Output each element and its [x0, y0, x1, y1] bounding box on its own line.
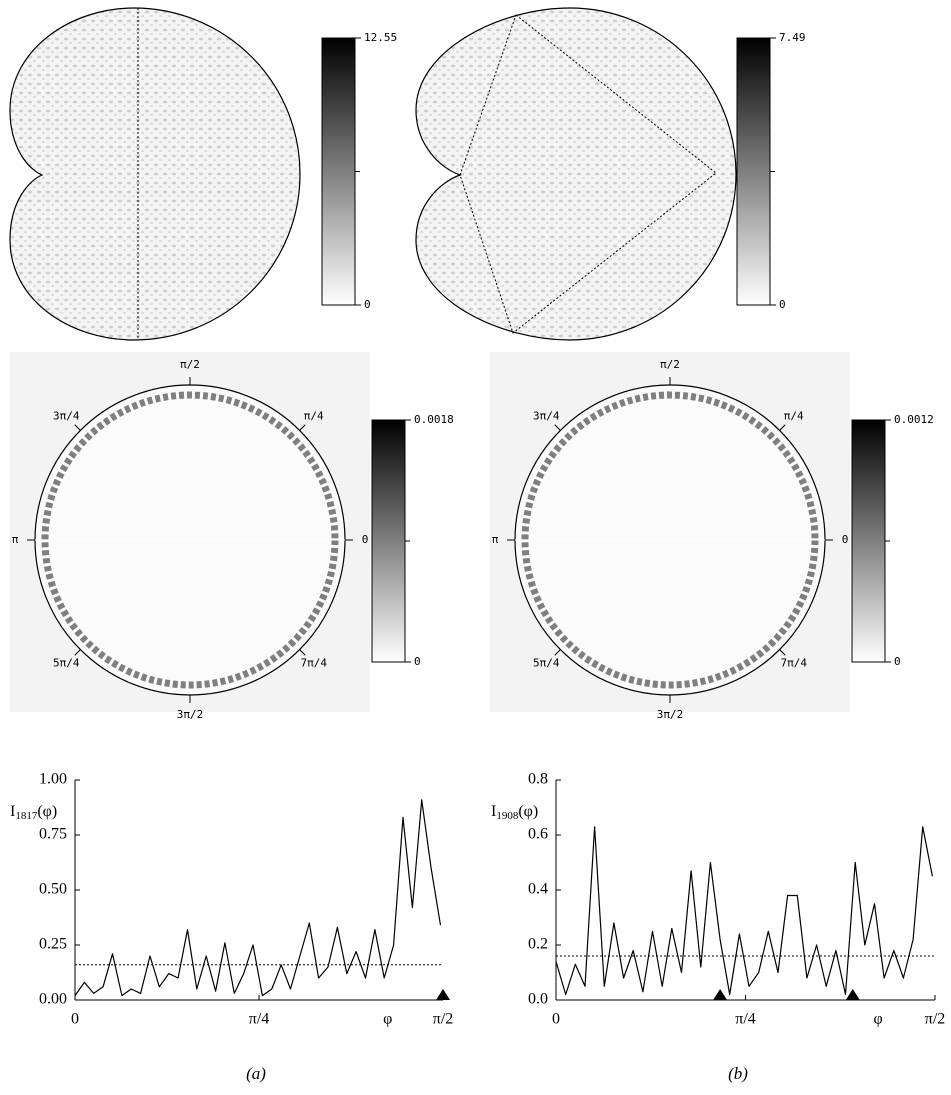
y-tick-label: 0.25: [39, 936, 67, 953]
y-tick-label: 0.50: [39, 881, 67, 898]
angle-tick: [554, 649, 561, 656]
y-axis-label-part: 1908: [496, 810, 519, 822]
colorbar: [851, 419, 886, 663]
colorbar: [371, 419, 406, 663]
y-tick-label: 0.2: [528, 936, 548, 953]
marker-triangle: [436, 989, 450, 1000]
angle-label: 0: [842, 533, 849, 546]
x-tick-label: π/2: [433, 1011, 454, 1028]
colorbar-label: 0: [894, 655, 901, 668]
y-axis-label: I1817(φ): [10, 803, 57, 822]
billiard-density: [415, 7, 737, 341]
angle-tick: [779, 649, 786, 656]
y-axis-label-part: (φ): [37, 803, 57, 820]
intensity-line: [74, 799, 442, 997]
marker-triangle: [713, 989, 728, 1000]
angle-label: π/4: [784, 409, 804, 422]
colorbar-label: 0.0018: [414, 413, 454, 426]
x-tick-label: π/2: [925, 1011, 946, 1028]
angle-tick: [74, 649, 81, 656]
y-tick-label: 1.00: [39, 771, 67, 788]
colorbar: [321, 37, 356, 306]
angle-label: 3π/2: [177, 708, 204, 721]
y-axis-label-part: I: [491, 803, 496, 820]
angle-tick: [554, 424, 561, 431]
angle-label: 3π/4: [53, 409, 80, 422]
x-tick-label: 0: [552, 1011, 560, 1028]
y-tick-label: 0.8: [528, 771, 548, 788]
angle-label: 7π/4: [300, 657, 327, 670]
angle-label: π/2: [180, 358, 200, 371]
orbit-line: [459, 14, 717, 334]
x-axis-label: φ: [383, 1011, 392, 1028]
y-axis-label-part: I: [10, 803, 15, 820]
x-tick-label: 0: [71, 1011, 79, 1028]
angle-label: 0: [362, 533, 369, 546]
x-tick-label: π/4: [735, 1011, 756, 1028]
x-axis-label: φ: [874, 1011, 883, 1028]
angle-tick: [299, 649, 306, 656]
colorbar-label: 0: [364, 298, 371, 311]
angle-tick: [299, 424, 306, 431]
angle-label: 3π/4: [533, 409, 560, 422]
angle-label: 3π/2: [657, 708, 684, 721]
y-axis-label: I1908(φ): [491, 803, 538, 822]
caption: (a): [246, 1064, 266, 1083]
y-tick-label: 0.6: [528, 826, 548, 843]
intensity-line: [555, 826, 933, 996]
y-axis-label-part: 1817: [15, 810, 38, 822]
colorbar-label: 0: [414, 655, 421, 668]
angle-label: 5π/4: [533, 657, 560, 670]
billiard-density: [9, 7, 301, 341]
colorbar-label: 0.0012: [894, 413, 934, 426]
angle-label: π/4: [304, 409, 324, 422]
colorbar-label: 7.49: [779, 31, 806, 44]
y-tick-label: 0.4: [528, 881, 548, 898]
colorbar: [736, 37, 771, 306]
angle-tick: [74, 424, 81, 431]
angle-label: π: [12, 533, 19, 546]
angle-tick: [779, 424, 786, 431]
angle-label: 7π/4: [780, 657, 807, 670]
y-tick-label: 0.00: [39, 991, 67, 1008]
marker-triangle: [845, 989, 860, 1000]
y-tick-label: 0.0: [528, 991, 548, 1008]
angle-label: π/2: [660, 358, 680, 371]
angle-label: π: [492, 533, 499, 546]
colorbar-label: 0: [779, 298, 786, 311]
colorbar-label: 12.55: [364, 31, 397, 44]
angle-label: 5π/4: [53, 657, 80, 670]
y-tick-label: 0.75: [39, 826, 67, 843]
y-axis-label-part: (φ): [518, 803, 538, 820]
x-tick-label: π/4: [249, 1011, 270, 1028]
caption: (b): [728, 1064, 748, 1083]
